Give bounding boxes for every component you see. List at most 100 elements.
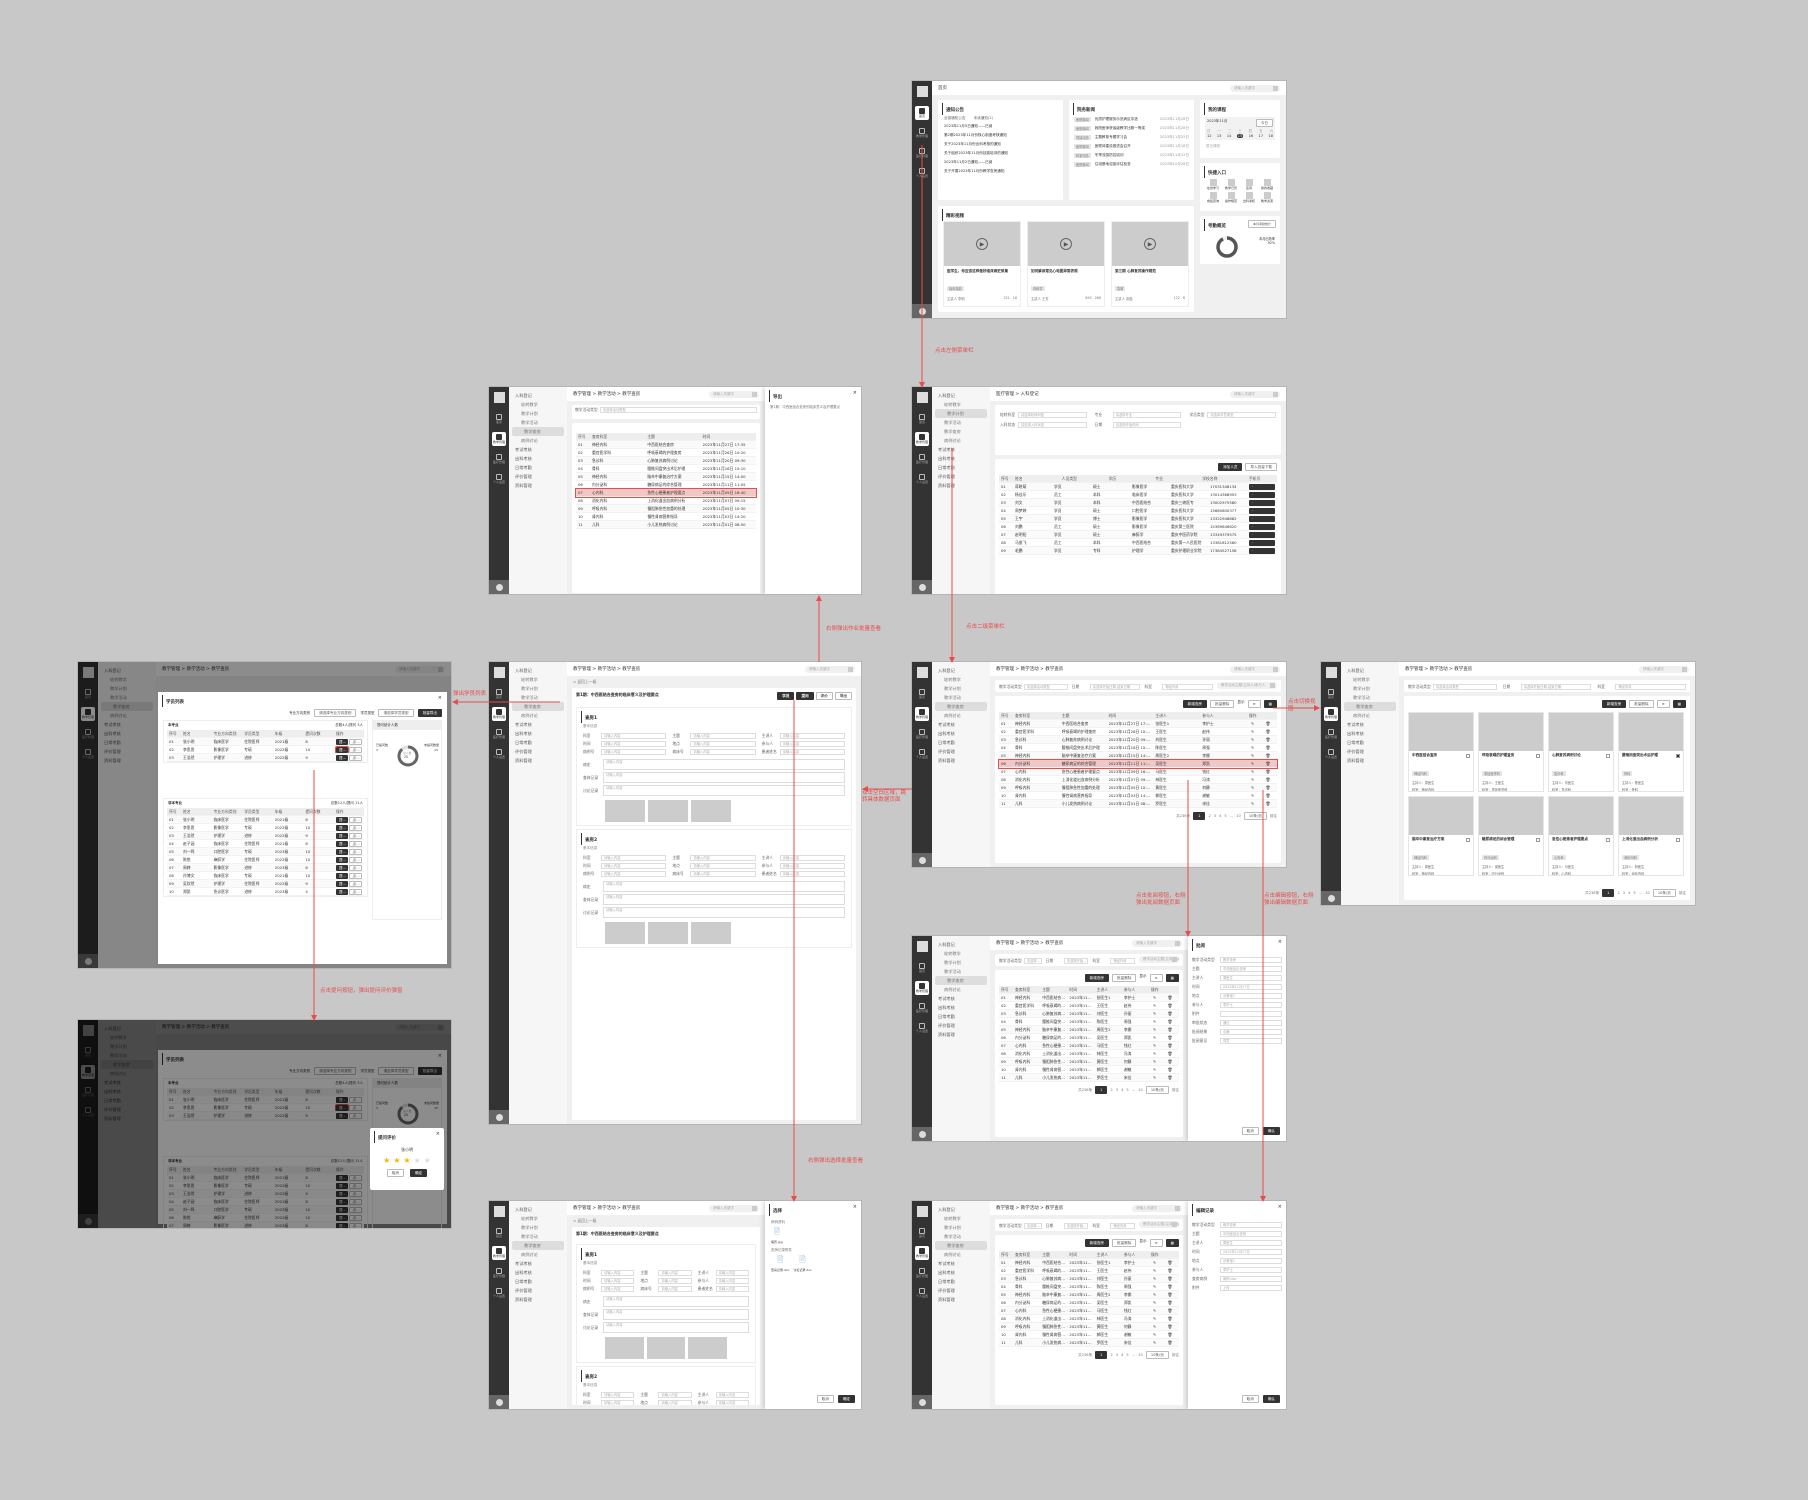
- activity-card[interactable]: 脑卒中康复治疗方案神经内科主持人：周医生科室：神经内科时间：2023年11月15…: [1408, 796, 1474, 876]
- delete-icon[interactable]: 🗑: [1167, 1292, 1173, 1297]
- submenu-item[interactable]: 教学活动: [1353, 695, 1370, 700]
- field-value[interactable]: 请输入内容: [601, 1400, 635, 1405]
- table-row[interactable]: 07 心内科 急性心梗患者护理要点 2023年11月09日 16:40: [575, 488, 757, 498]
- sidebar-item[interactable]: 首页: [81, 687, 95, 701]
- submenu-item[interactable]: 考试考核: [104, 1080, 121, 1085]
- edit-icon[interactable]: ✎: [1153, 1051, 1157, 1056]
- edit-icon[interactable]: ✎: [1250, 793, 1255, 798]
- comment-button[interactable]: 点评: [349, 1206, 362, 1213]
- table-row[interactable]: 01 张小明 临床医学 住院医师 2021级 8 提问 点评: [167, 738, 364, 746]
- delete-icon[interactable]: 🗑: [1167, 1316, 1173, 1321]
- field-input[interactable]: 中西医结合查房: [1220, 965, 1282, 972]
- edit-button[interactable]: ·: [1249, 523, 1275, 530]
- page-number[interactable]: 3: [1622, 891, 1626, 895]
- quick-entry-item[interactable]: 签到: [1241, 179, 1257, 190]
- search-input[interactable]: 请输入关键字: [1639, 665, 1689, 673]
- field-input[interactable]: 示教室1: [1220, 1257, 1282, 1264]
- star-rating[interactable]: ★ ★ ★ ★ ★: [370, 1156, 444, 1165]
- field-value[interactable]: 请输入内容: [601, 1270, 635, 1276]
- search-input[interactable]: 请输入关键字: [1132, 939, 1182, 947]
- avatar[interactable]: [912, 1395, 932, 1409]
- submenu-item[interactable]: 教学活动: [944, 695, 961, 700]
- table-row[interactable]: 07 周婷 影像医学 进修 2023级 8 提问 点评: [167, 1222, 364, 1228]
- table-row[interactable]: 03 刘文 学员 本科 中西医结合 重庆三峡医专 13002975580 ·: [999, 499, 1277, 507]
- star-filled-icon[interactable]: ★: [403, 1156, 411, 1165]
- table-row[interactable]: 02 李思思 影像医学 专硕 2022级 10 提问 点评: [167, 746, 364, 754]
- submenu-item[interactable]: 入科登记: [515, 668, 532, 673]
- field-value[interactable]: 请输入内容: [658, 1400, 692, 1405]
- edit-icon[interactable]: ✎: [1153, 1332, 1157, 1337]
- field-value[interactable]: 请输入内容: [715, 1270, 749, 1276]
- submenu-item[interactable]: 教学活动: [944, 420, 961, 425]
- ask-button[interactable]: 提问: [335, 864, 349, 871]
- comment-button[interactable]: 点评: [349, 1112, 362, 1119]
- form-field[interactable]: 查房病例 病例.doc: [1192, 1274, 1282, 1283]
- filter-select[interactable]: 请选择开始日期-结束日期: [1520, 683, 1592, 690]
- filter-select[interactable]: 请选择轮转科室: [1018, 411, 1087, 418]
- edit-icon[interactable]: ✎: [1153, 1340, 1157, 1345]
- activity-card[interactable]: 上消化道出血病例分析消化内科主持人：林医生科室：消化内科时间：2023年11月0…: [1618, 796, 1684, 876]
- card-checkbox[interactable]: [1676, 838, 1680, 842]
- field-value[interactable]: 请输入内容: [715, 1286, 749, 1292]
- submenu-item[interactable]: 教学计划: [521, 411, 538, 416]
- image-placeholder[interactable]: [605, 922, 645, 944]
- avatar[interactable]: [912, 580, 932, 594]
- table-row[interactable]: 06 陈悦 麻醉学 住院医师 2022级 10 提问 点评: [167, 856, 364, 864]
- submenu-item[interactable]: 资料管理: [515, 1297, 532, 1302]
- ask-button[interactable]: 提问: [335, 840, 349, 847]
- ask-button[interactable]: 提问: [335, 1222, 349, 1228]
- tab[interactable]: 未读通知(2): [973, 116, 994, 120]
- close-icon[interactable]: ×: [437, 695, 442, 701]
- table-row[interactable]: 01 张小明 临床医学 住院医师 2021级 8 提问 点评: [167, 816, 364, 824]
- field-value[interactable]: 请输入内容: [690, 871, 756, 877]
- submenu-item[interactable]: 教学活动: [521, 1234, 538, 1239]
- submenu-item[interactable]: 病例讨论: [521, 713, 538, 718]
- sidebar-item[interactable]: 医疗管理: [81, 727, 95, 741]
- card-checkbox[interactable]: [1536, 754, 1540, 758]
- form-field[interactable]: 教学活动类型 教学查房: [1192, 1220, 1282, 1229]
- video-thumbnail[interactable]: ▶: [1028, 222, 1104, 266]
- table-row[interactable]: 08 孙博文 临床医学 专硕 2021级 10 提问 点评: [167, 872, 364, 880]
- field-input[interactable]: 周医生: [1220, 974, 1282, 981]
- delete-icon[interactable]: 🗑: [1167, 1332, 1173, 1337]
- edit-icon[interactable]: ✎: [1250, 801, 1255, 806]
- field-value[interactable]: 请输入内容: [779, 863, 845, 869]
- form-field[interactable]: 参与人 李护士: [1192, 1265, 1282, 1274]
- sidebar-item[interactable]: 医疗管理: [81, 1085, 95, 1099]
- text-area[interactable]: 请输入内容: [603, 907, 845, 918]
- filter-select[interactable]: 请选择专业方向类别: [314, 709, 357, 717]
- close-icon[interactable]: ×: [437, 1053, 442, 1059]
- sidebar-item[interactable]: 个人设置: [1324, 747, 1338, 761]
- submenu-item[interactable]: 轮转教学: [944, 677, 961, 682]
- table-row[interactable]: 02 李思思 影像医学 专硕 2022级 10 提问 点评: [167, 1104, 364, 1112]
- edit-button[interactable]: ·: [1249, 483, 1275, 490]
- edit-button[interactable]: ·: [1249, 515, 1275, 522]
- edit-icon[interactable]: ✎: [1153, 1075, 1157, 1080]
- submenu-item[interactable]: 出科考核: [938, 1270, 955, 1275]
- sidebar-item[interactable]: 医疗管理: [915, 146, 929, 160]
- delete-icon[interactable]: 🗑: [1167, 1260, 1173, 1265]
- field-value[interactable]: 请输入内容: [601, 1278, 635, 1284]
- table-row[interactable]: 06 刘鹏 员工 硕士 影像医学 重庆第三医院 15369646620 ·: [999, 523, 1277, 531]
- submenu-item[interactable]: 轮转教学: [1353, 677, 1370, 682]
- confirm-button[interactable]: 确认: [1262, 1395, 1280, 1403]
- page-number[interactable]: …: [1131, 1088, 1136, 1092]
- calendar-date[interactable]: 17: [1258, 134, 1264, 138]
- table-row[interactable]: 06 陈悦 麻醉学 住院医师 2022级 10 提问 点评: [167, 1214, 364, 1222]
- field-input[interactable]: 同意: [1220, 1037, 1282, 1044]
- grid-view-toggle[interactable]: ▦: [1165, 974, 1179, 982]
- delete-icon[interactable]: 🗑: [1265, 793, 1271, 798]
- filter-field[interactable]: 日期请选择开始日期-结束日期: [1072, 682, 1141, 691]
- news-item[interactable]: 党建动态 主题教育专题学习会 2023年11月25日: [1069, 133, 1194, 142]
- video-card[interactable]: ▶ 第三期 心肺复苏操作规范 急救 主讲人 张磊 122 8: [1111, 221, 1189, 307]
- delete-icon[interactable]: 🗑: [1265, 777, 1271, 782]
- edit-icon[interactable]: ✎: [1153, 1268, 1157, 1273]
- attendance-select[interactable]: 本月考勤统计: [1247, 220, 1276, 228]
